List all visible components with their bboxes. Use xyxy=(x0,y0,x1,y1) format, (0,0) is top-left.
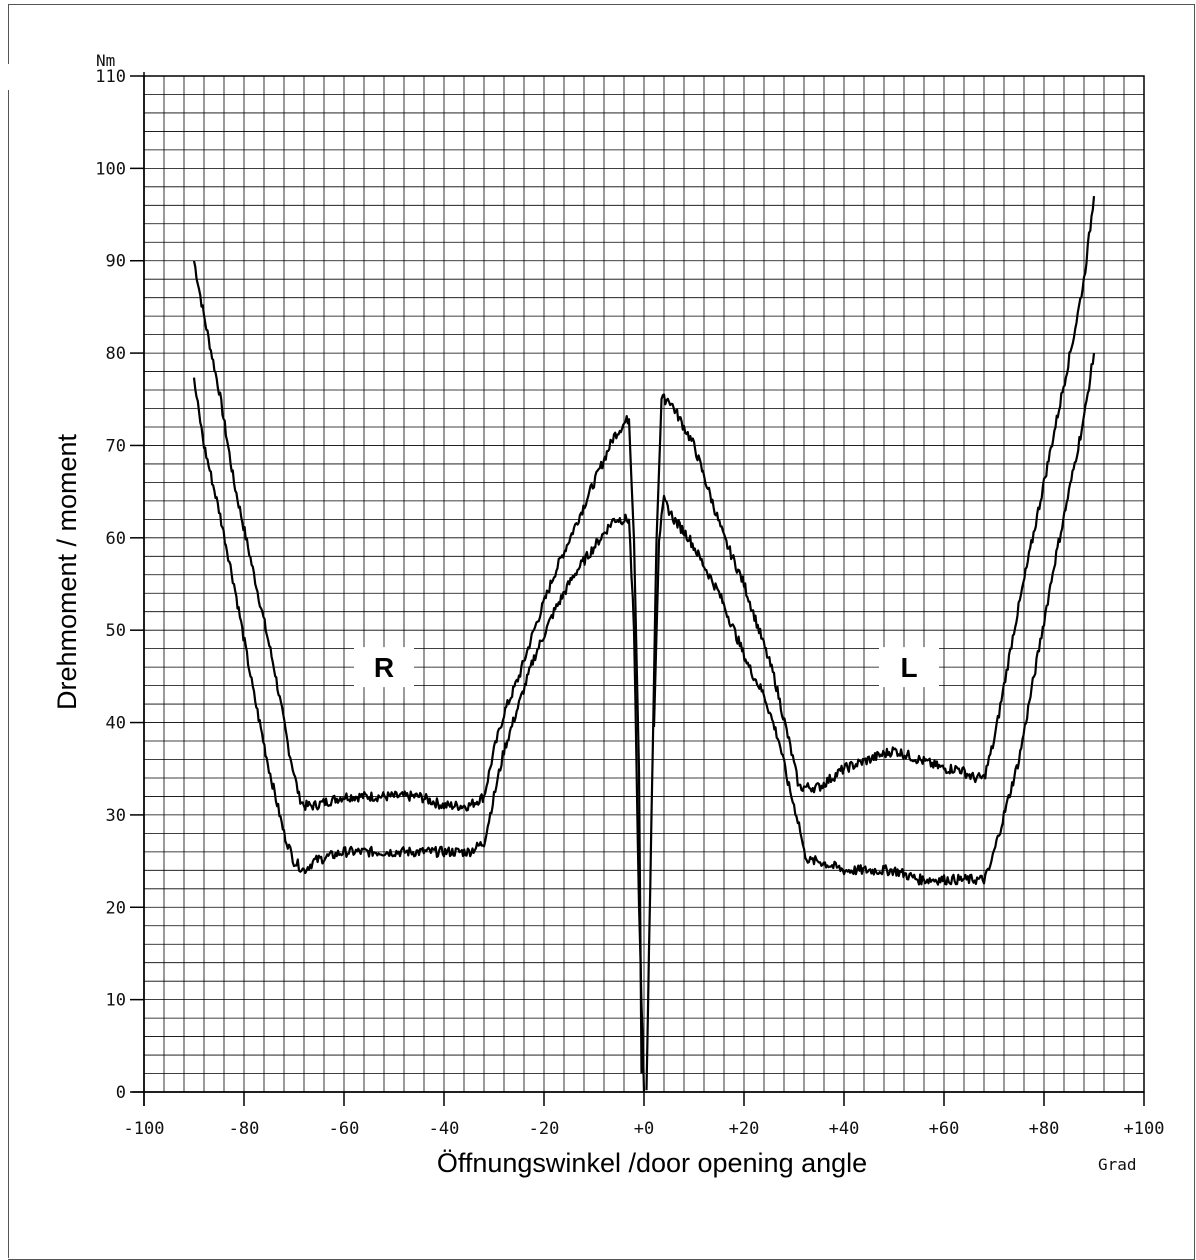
y-tick-label: 60 xyxy=(106,529,126,549)
y-tick-label: 110 xyxy=(95,67,126,87)
x-axis: -100 -80 -60 -40 -20 +0 +20 +40 +60 +80 +100 xyxy=(124,1091,1165,1139)
grid xyxy=(143,75,1145,1093)
y-tick-label: 40 xyxy=(106,714,126,734)
x-axis-title: Öffnungswinkel /door opening angle xyxy=(437,1148,867,1178)
series-layer xyxy=(192,196,1096,1093)
x-tick-label: -100 xyxy=(124,1119,165,1139)
x-tick-label: +40 xyxy=(829,1119,860,1139)
y-tick-label: 20 xyxy=(106,898,126,918)
series-line-1 xyxy=(192,260,643,1074)
x-tick-label: -40 xyxy=(429,1119,460,1139)
y-axis: 0 10 20 30 40 50 60 70 80 90 100 110 xyxy=(95,67,145,1106)
frame-edge xyxy=(8,90,9,1258)
annotation-label: L xyxy=(900,652,917,683)
y-axis-title: Drehmoment / moment xyxy=(52,433,82,710)
y-tick-label: 90 xyxy=(106,252,126,272)
x-tick-label: +60 xyxy=(929,1119,960,1139)
annotation-box xyxy=(879,647,939,688)
y-tick-label: 10 xyxy=(106,991,126,1011)
y-tick-label: 0 xyxy=(116,1083,126,1103)
series-line-3 xyxy=(645,196,1096,1091)
frame-edge xyxy=(8,4,9,64)
x-tick-label: +0 xyxy=(634,1119,654,1139)
annotation-box xyxy=(354,647,414,688)
y-unit-label: Nm xyxy=(96,51,115,70)
series-line-2 xyxy=(192,377,646,1093)
x-tick-label: -80 xyxy=(229,1119,260,1139)
y-tick-label: 50 xyxy=(106,621,126,641)
x-tick-label: +80 xyxy=(1029,1119,1060,1139)
x-tick-label: +20 xyxy=(729,1119,760,1139)
y-tick-label: 70 xyxy=(106,436,126,456)
series-line-4 xyxy=(652,352,1096,886)
x-tick-label: -60 xyxy=(329,1119,360,1139)
y-tick-label: 30 xyxy=(106,806,126,826)
annotation-label: R xyxy=(374,652,394,683)
y-tick-label: 80 xyxy=(106,344,126,364)
x-tick-label: -20 xyxy=(529,1119,560,1139)
x-unit-label: Grad xyxy=(1098,1155,1137,1174)
x-tick-label: +100 xyxy=(1124,1119,1165,1139)
y-tick-label: 100 xyxy=(95,159,126,179)
